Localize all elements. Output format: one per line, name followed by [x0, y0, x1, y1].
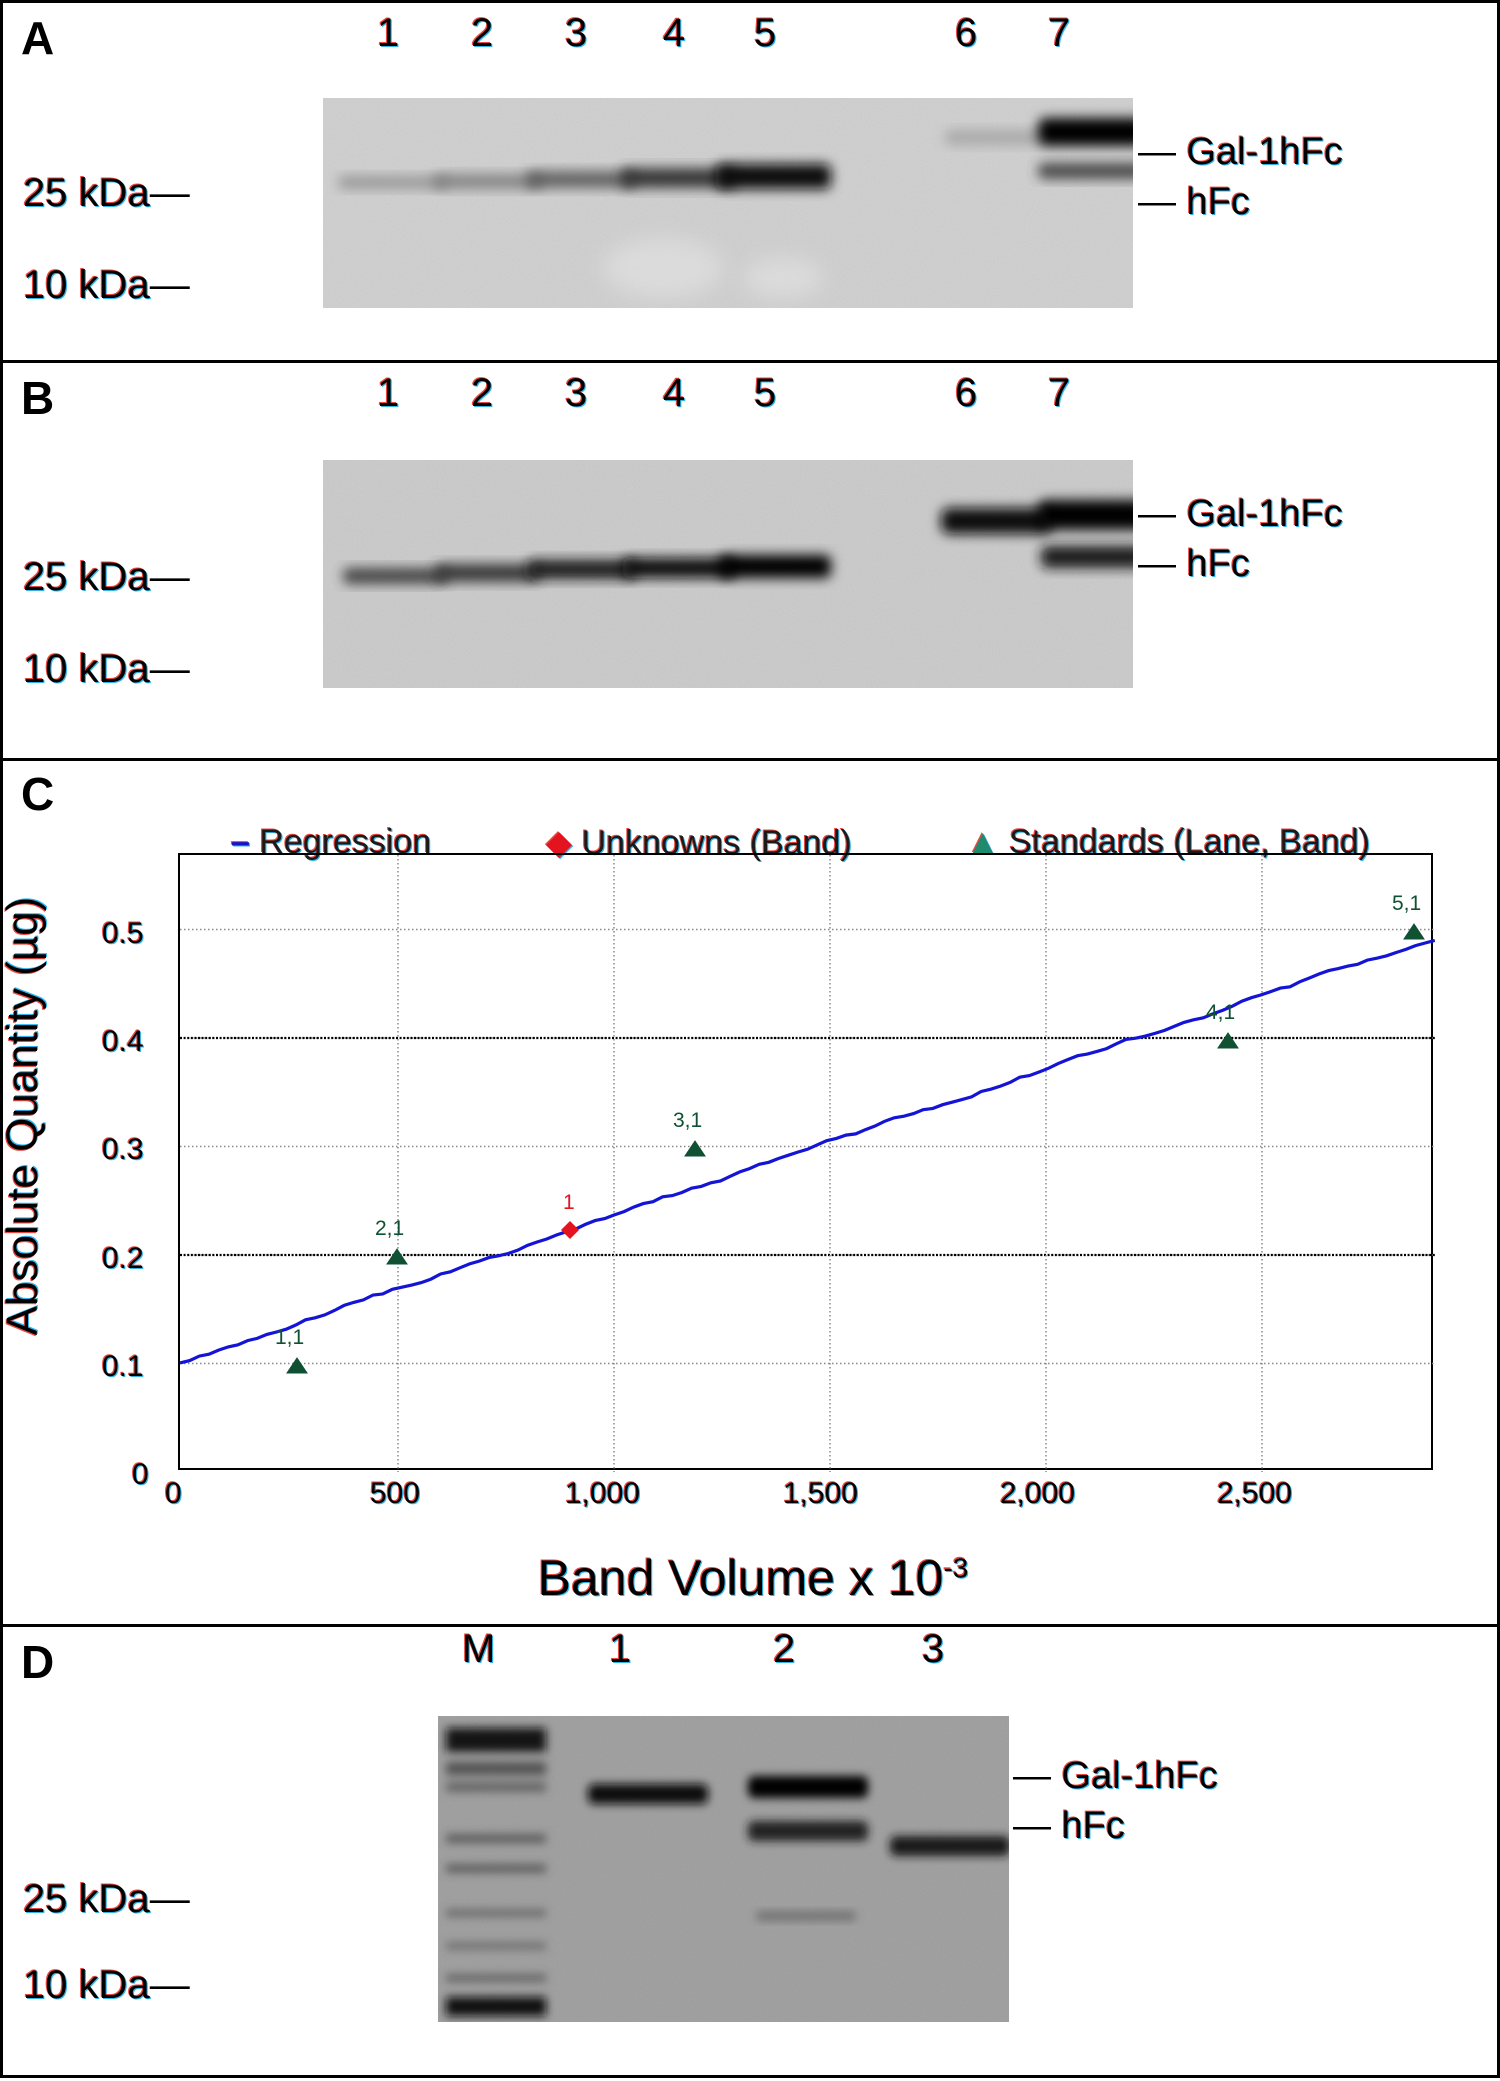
svg-text:3,1: 3,1: [673, 1109, 702, 1132]
svg-text:1: 1: [563, 1191, 575, 1214]
svg-text:5,1: 5,1: [1392, 892, 1421, 915]
svg-text:4,1: 4,1: [1206, 1001, 1235, 1024]
svg-text:1,1: 1,1: [275, 1326, 304, 1349]
svg-text:2,1: 2,1: [375, 1217, 404, 1240]
